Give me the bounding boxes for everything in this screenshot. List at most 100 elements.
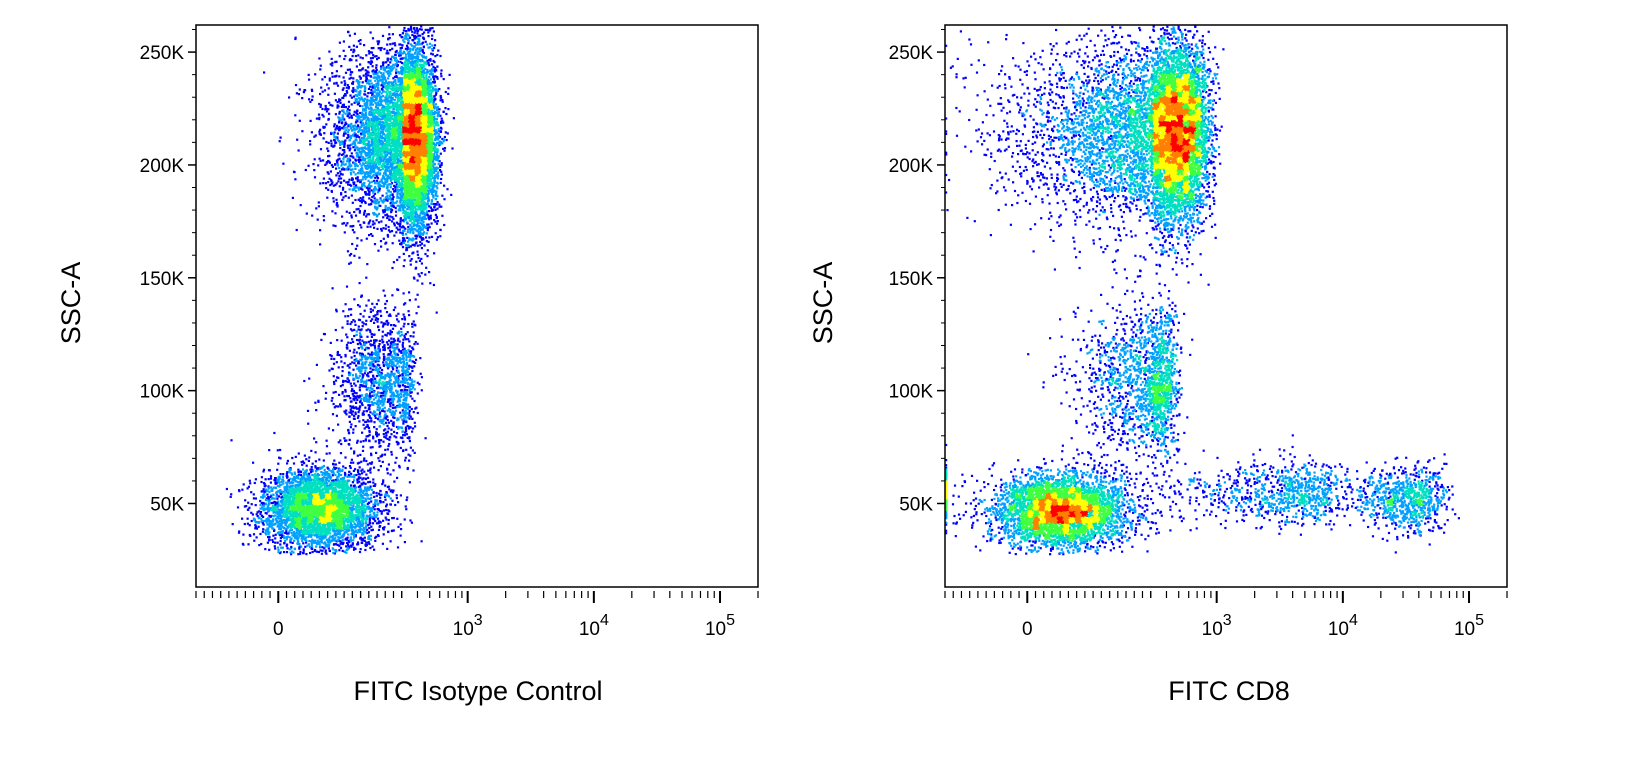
- event-dot: [320, 504, 323, 507]
- event-dot: [393, 430, 396, 433]
- event-dot: [276, 520, 279, 523]
- event-dot: [325, 538, 328, 542]
- event-dot: [351, 497, 354, 500]
- event-dot: [310, 534, 313, 537]
- event-dot: [293, 514, 296, 517]
- event-dot: [354, 489, 357, 492]
- event-dot: [367, 340, 370, 343]
- event-dot: [309, 513, 312, 516]
- event-dot: [343, 515, 346, 518]
- event-dot: [404, 366, 407, 369]
- event-dot: [297, 477, 300, 480]
- event-dot: [282, 535, 285, 538]
- event-dot: [322, 491, 325, 495]
- event-dot: [267, 478, 270, 481]
- event-dot: [289, 529, 292, 532]
- event-dot: [288, 516, 291, 519]
- event-dot: [408, 359, 411, 362]
- event-dot: [267, 517, 270, 520]
- event-dot: [225, 487, 228, 491]
- event-dot: [326, 497, 329, 501]
- event-dot: [265, 502, 268, 505]
- event-dot: [354, 384, 357, 387]
- event-dot: [340, 523, 343, 526]
- event-dot: [416, 411, 419, 415]
- event-dot: [351, 542, 354, 545]
- event-dot: [336, 524, 339, 527]
- event-dot: [304, 545, 307, 548]
- event-dot: [357, 491, 360, 494]
- event-dot: [327, 529, 330, 532]
- event-dot: [297, 525, 300, 528]
- event-dot: [378, 525, 381, 528]
- event-dot: [263, 485, 266, 488]
- event-dot: [389, 405, 392, 408]
- event-dot: [332, 497, 335, 500]
- event-dot: [253, 481, 256, 485]
- event-dot: [362, 496, 365, 499]
- event-dot: [360, 494, 363, 498]
- event-dot: [372, 478, 375, 481]
- event-dot: [312, 482, 315, 485]
- event-dot: [320, 471, 323, 474]
- event-dot: [323, 516, 326, 519]
- event-dot: [377, 528, 381, 531]
- event-dot: [266, 493, 269, 496]
- event-dot: [325, 445, 329, 448]
- event-dot: [376, 511, 379, 514]
- event-dot: [368, 430, 371, 434]
- event-dot: [355, 338, 359, 342]
- event-dot: [360, 523, 363, 526]
- event-dot: [339, 470, 342, 473]
- event-dot: [364, 358, 367, 361]
- event-dot: [286, 482, 289, 485]
- event-dot: [241, 517, 244, 520]
- event-dot: [372, 512, 375, 515]
- event-dot: [352, 520, 355, 524]
- event-dot: [370, 379, 373, 382]
- event-dot: [351, 501, 355, 504]
- event-dot: [390, 419, 393, 422]
- event-dot: [316, 467, 320, 470]
- event-dot: [315, 363, 318, 366]
- event-dot: [258, 544, 261, 547]
- event-dot: [274, 514, 277, 517]
- event-dot: [281, 475, 285, 478]
- event-dot: [331, 520, 334, 523]
- event-dot: [321, 530, 324, 533]
- event-dot: [267, 469, 271, 472]
- event-dot: [274, 537, 277, 540]
- event-dot: [347, 505, 351, 508]
- event-dot: [346, 518, 349, 521]
- event-dot: [279, 534, 282, 537]
- event-dot: [398, 466, 401, 469]
- event-dot: [291, 507, 294, 510]
- event-dot: [253, 518, 256, 521]
- event-dot: [342, 541, 345, 544]
- event-dot: [303, 483, 306, 486]
- event-dot: [348, 470, 351, 474]
- event-dot: [347, 547, 350, 550]
- event-dot: [273, 486, 276, 489]
- event-dot: [356, 469, 360, 472]
- event-dot: [321, 496, 324, 499]
- event-dot: [365, 518, 368, 521]
- event-dot: [368, 371, 371, 374]
- event-dot: [362, 491, 365, 494]
- event-dot: [347, 475, 350, 478]
- event-dot: [345, 537, 348, 540]
- event-dot: [368, 518, 371, 521]
- event-dot: [367, 352, 370, 355]
- event-dot: [322, 478, 325, 481]
- event-dot: [334, 507, 337, 510]
- event-dot: [351, 481, 354, 484]
- event-dot: [287, 519, 290, 522]
- event-dot: [286, 543, 289, 546]
- event-dot: [285, 544, 288, 547]
- event-dot: [359, 496, 362, 499]
- event-dot: [280, 483, 283, 486]
- event-dot: [268, 508, 271, 511]
- event-dot: [403, 334, 406, 337]
- event-dot: [320, 526, 324, 529]
- event-dot: [341, 529, 344, 532]
